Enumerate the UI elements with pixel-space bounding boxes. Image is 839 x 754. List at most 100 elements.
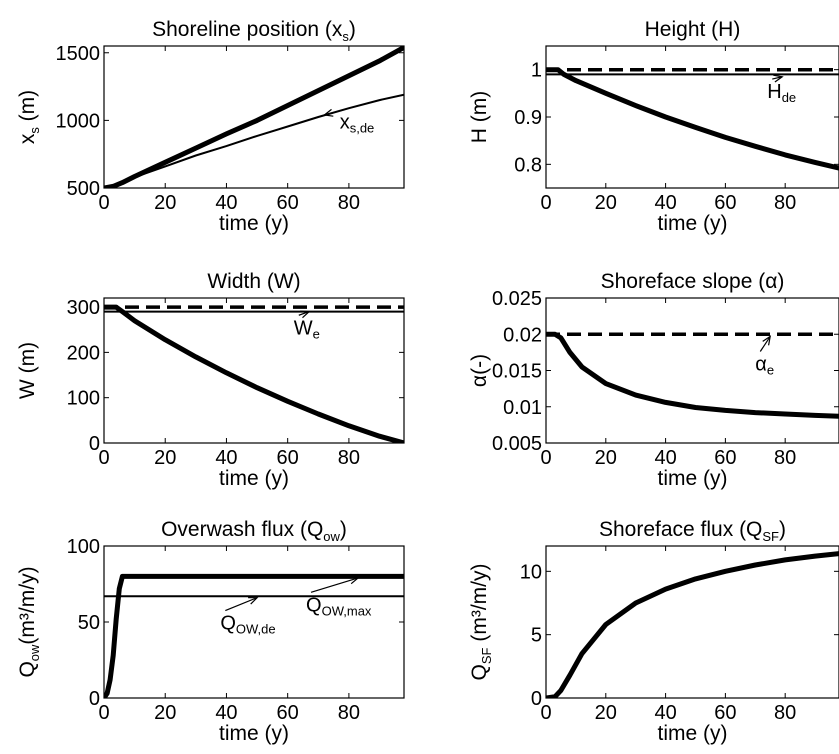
x-tick-label: 20 xyxy=(595,447,617,469)
y-tick-label: 0.005 xyxy=(492,433,542,455)
x-tick-label: 0 xyxy=(98,447,109,469)
chart-title: Width (W) xyxy=(207,270,300,293)
chart-title: Height (H) xyxy=(645,18,741,41)
chart-title: Overwash flux (Qow) xyxy=(161,518,347,544)
chart-panel-5: 0 20 40 60 80 0 50 100 Overwash flux (Qow) time (… xyxy=(16,518,405,745)
axes-frame xyxy=(545,545,839,699)
x-tick-label: 80 xyxy=(338,447,360,469)
annotation-arrow-head xyxy=(300,310,311,319)
y-tick-label: 0.8 xyxy=(514,154,542,176)
x-tick-label: 20 xyxy=(154,447,176,469)
annotation-arrow-head xyxy=(248,597,259,605)
chart-title: Shoreface flux (QSF) xyxy=(599,518,786,544)
y-tick-label: 0.02 xyxy=(503,324,542,346)
x-tick-label: 40 xyxy=(654,192,676,214)
series-line-3 xyxy=(104,304,404,443)
annotation-arrow-head xyxy=(762,335,772,346)
annotation-arrow-head xyxy=(322,108,334,117)
x-tick-label: 60 xyxy=(714,192,736,214)
series-line-2 xyxy=(104,93,404,188)
chart-panel-6: 0 20 40 60 80 0 5 10 Shoreface flux (QSF) time (y… xyxy=(468,518,839,745)
x-tick-label: 20 xyxy=(154,702,176,724)
chart-title: Shoreline position (xs) xyxy=(152,18,356,44)
axes-frame xyxy=(103,45,405,189)
x-tick-label: 40 xyxy=(654,447,676,469)
annotation-label: QOW,max xyxy=(306,594,372,618)
x-axis-label: time (y) xyxy=(658,212,728,235)
series-line-2 xyxy=(546,331,839,419)
x-tick-label: 80 xyxy=(338,192,360,214)
annotation-label: xs,de xyxy=(340,111,375,135)
x-tick-label: 40 xyxy=(215,192,237,214)
y-tick-label: 500 xyxy=(67,178,100,200)
x-tick-label: 80 xyxy=(774,447,796,469)
y-tick-label: 100 xyxy=(67,536,100,558)
x-tick-label: 20 xyxy=(595,192,617,214)
x-tick-label: 60 xyxy=(277,447,299,469)
series-line-1 xyxy=(104,46,404,188)
x-axis-label: time (y) xyxy=(219,467,289,490)
y-tick-label: 100 xyxy=(67,388,100,410)
x-axis-label: time (y) xyxy=(219,212,289,235)
x-tick-label: 0 xyxy=(98,192,109,214)
annotation-arrow-line xyxy=(310,577,359,593)
y-axis-label: xs (m) xyxy=(16,90,42,144)
y-axis-label: W (m) xyxy=(16,342,39,399)
chart-panel-4: 0 20 40 60 80 0.005 0.01 0.015 0.02 0.025 Shorefac… xyxy=(468,270,839,490)
chart-panel-1: 0 20 40 60 80 500 1000 1500 Shoreline position (… xyxy=(16,18,405,235)
series-line-1 xyxy=(546,551,839,698)
x-tick-label: 80 xyxy=(774,702,796,724)
y-tick-label: 200 xyxy=(67,342,100,364)
y-tick-label: 0.01 xyxy=(503,397,542,419)
x-tick-label: 40 xyxy=(654,702,676,724)
x-tick-label: 0 xyxy=(540,702,551,724)
chart-panel-2: 0 20 40 60 80 0.8 0.9 1 Height (H) time (y) H (m) H… xyxy=(468,18,839,235)
series-line-1 xyxy=(104,573,404,698)
x-axis-label: time (y) xyxy=(658,467,728,490)
annotation-arrow-line xyxy=(324,108,345,116)
annotation-arrow-head xyxy=(773,74,784,83)
y-axis-label: H (m) xyxy=(468,91,491,143)
x-tick-label: 60 xyxy=(714,702,736,724)
x-tick-label: 40 xyxy=(215,447,237,469)
y-tick-label: 300 xyxy=(67,297,100,319)
x-tick-label: 0 xyxy=(540,447,551,469)
x-tick-label: 60 xyxy=(277,702,299,724)
annotation-arrow-line xyxy=(759,336,771,352)
x-tick-label: 20 xyxy=(595,702,617,724)
y-axis-label: α(-) xyxy=(468,354,491,387)
y-tick-label: 1 xyxy=(531,60,542,82)
y-tick-label: 0.025 xyxy=(492,288,542,310)
y-tick-label: 0 xyxy=(531,688,542,710)
annotation-arrow-line xyxy=(772,76,783,80)
y-tick-label: 0 xyxy=(89,688,100,710)
axes-frame xyxy=(545,45,839,189)
y-tick-label: 1000 xyxy=(56,110,101,132)
annotation-arrow-head xyxy=(349,576,360,585)
series-line-3 xyxy=(546,67,839,171)
x-axis-label: time (y) xyxy=(658,722,728,745)
annotation-label: Hde xyxy=(767,81,796,105)
annotation-label: QOW,de xyxy=(220,613,275,637)
x-tick-label: 80 xyxy=(338,702,360,724)
annotation-arrow-line xyxy=(225,597,258,612)
y-tick-label: 50 xyxy=(78,612,100,634)
y-axis-label: QSF (m³/m/y) xyxy=(468,564,494,681)
y-tick-label: 5 xyxy=(531,625,542,647)
y-tick-label: 1500 xyxy=(56,43,101,65)
annotation-label: αe xyxy=(755,354,774,378)
y-tick-label: 0.015 xyxy=(492,361,542,383)
x-tick-label: 20 xyxy=(154,192,176,214)
x-tick-label: 0 xyxy=(540,192,551,214)
y-tick-label: 0.9 xyxy=(514,107,542,129)
x-tick-label: 60 xyxy=(277,192,299,214)
y-tick-label: 0 xyxy=(89,433,100,455)
axes-frame xyxy=(103,297,405,444)
annotation-label: We xyxy=(294,317,320,341)
x-tick-label: 0 xyxy=(98,702,109,724)
x-tick-label: 60 xyxy=(714,447,736,469)
y-tick-label: 10 xyxy=(520,561,542,583)
x-axis-label: time (y) xyxy=(219,722,289,745)
x-tick-label: 80 xyxy=(774,192,796,214)
